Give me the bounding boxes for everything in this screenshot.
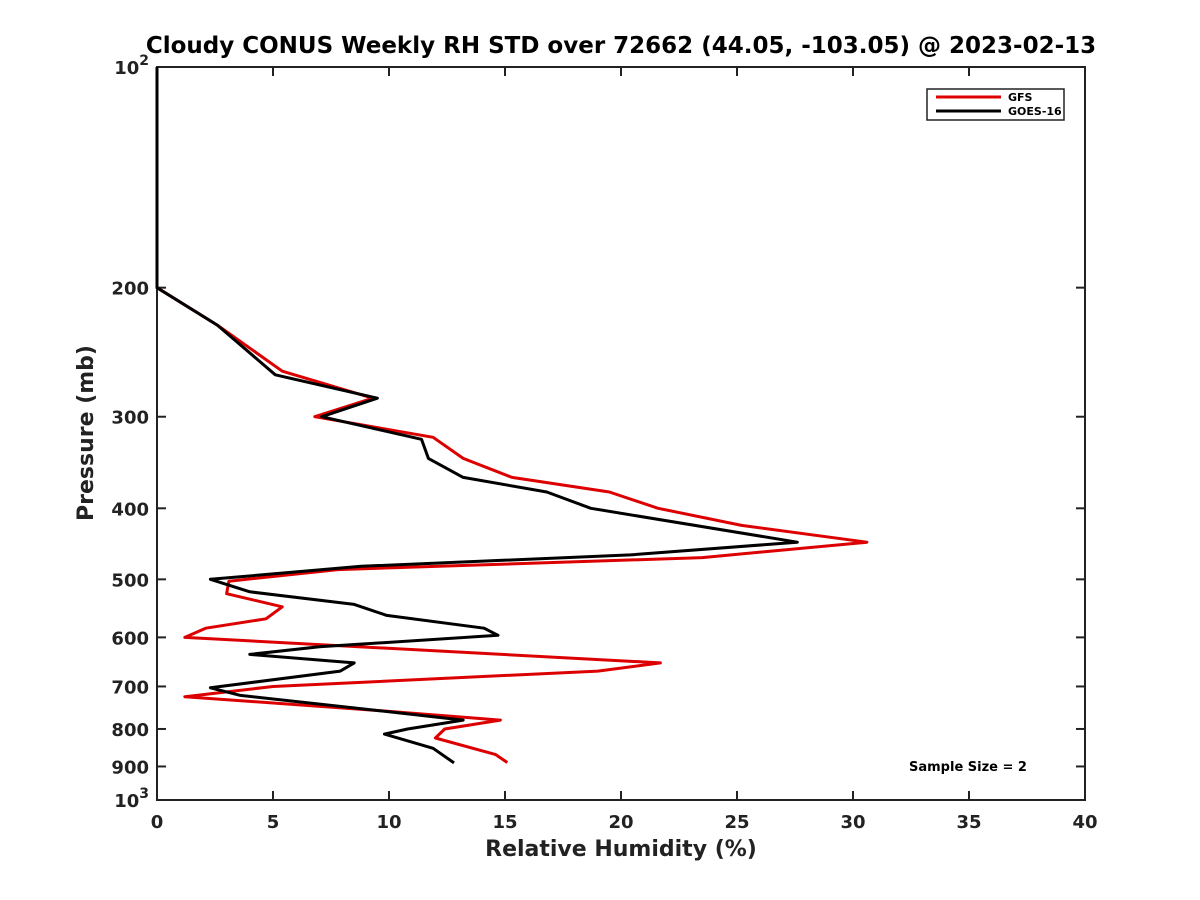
x-tick-label: 25 xyxy=(724,812,749,833)
y-tick-exponent: 3 xyxy=(139,786,149,802)
legend-label: GOES-16 xyxy=(1008,105,1062,118)
plot-area xyxy=(156,66,1086,801)
y-tick-label: 900 xyxy=(111,757,149,778)
y-tick-label: 600 xyxy=(111,628,149,649)
x-axis-label: Relative Humidity (%) xyxy=(485,837,757,862)
y-tick-label: 103 xyxy=(114,786,149,812)
x-tick-label: 30 xyxy=(840,812,865,833)
x-tick-label: 10 xyxy=(376,812,401,833)
y-tick-label: 700 xyxy=(111,677,149,698)
y-tick-label: 400 xyxy=(111,499,149,520)
legend-box xyxy=(926,88,1065,121)
chart-title: Cloudy CONUS Weekly RH STD over 72662 (4… xyxy=(146,33,1096,59)
y-tick-label: 300 xyxy=(111,408,149,429)
x-tick-label: 5 xyxy=(267,812,280,833)
y-tick-label: 200 xyxy=(111,279,149,300)
series-line-gfs xyxy=(155,67,869,764)
x-tick-label: 35 xyxy=(956,812,981,833)
series-lines xyxy=(155,67,869,765)
y-tick-base: 10 xyxy=(114,58,139,79)
y-tick-label: 500 xyxy=(111,570,149,591)
x-tick-label: 20 xyxy=(608,812,633,833)
y-tick-label: 800 xyxy=(111,720,149,741)
sample-size-annotation: Sample Size = 2 xyxy=(909,760,1027,775)
x-tick-label: 15 xyxy=(492,812,517,833)
legend-label: GFS xyxy=(1008,91,1033,104)
x-tick-label: 0 xyxy=(151,812,164,833)
y-tick-exponent: 2 xyxy=(139,53,149,69)
x-tick-label: 40 xyxy=(1072,812,1097,833)
y-tick-label: 102 xyxy=(114,53,149,79)
y-axis-label: Pressure (mb) xyxy=(74,345,99,521)
x-axis: 0 5 10 15 20 25 30 35 40 xyxy=(151,67,1098,833)
y-tick-base: 10 xyxy=(114,791,139,812)
series-line-goes-16 xyxy=(155,67,799,765)
